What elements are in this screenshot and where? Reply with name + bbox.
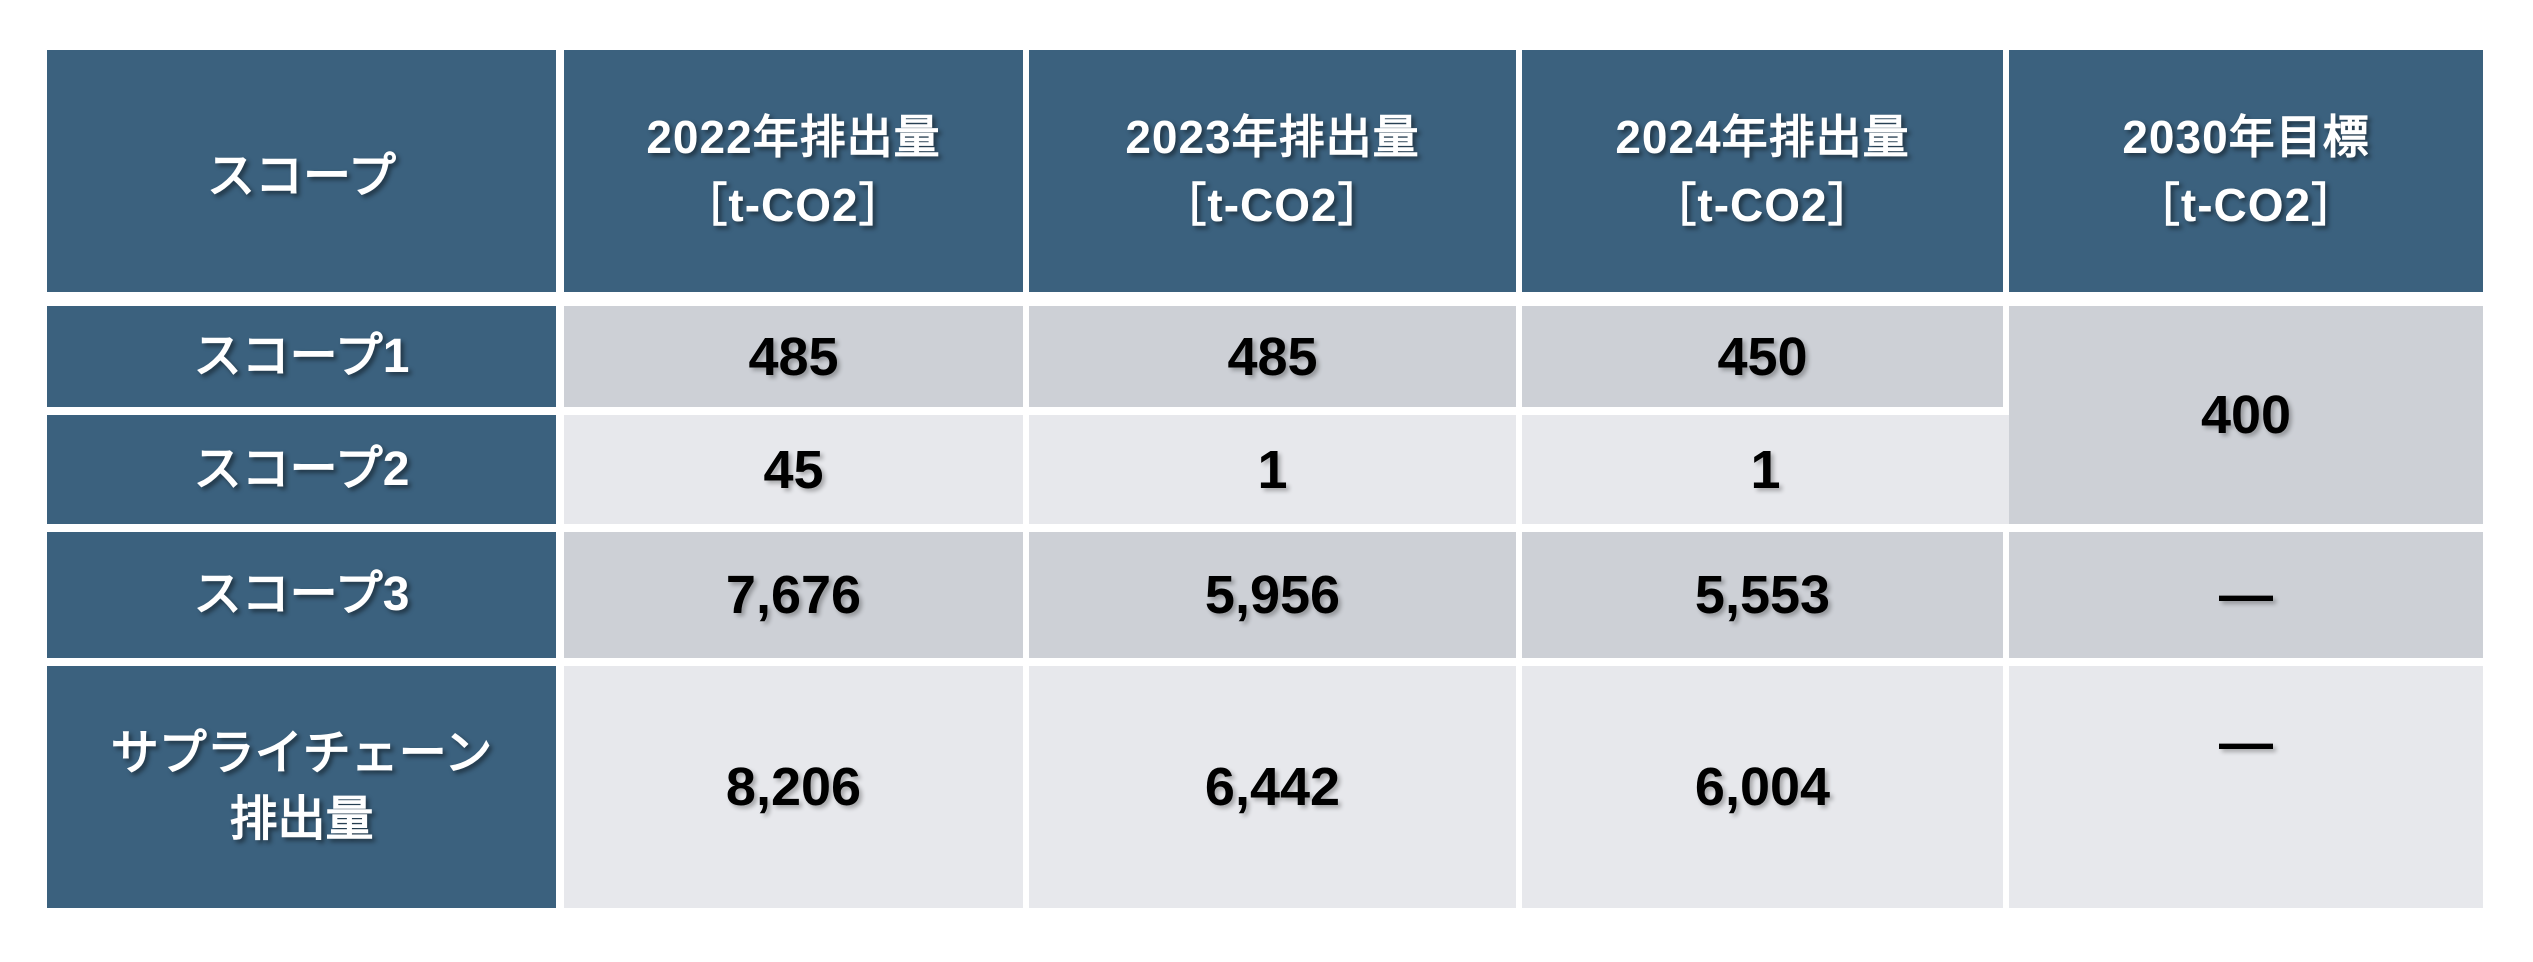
cell-scope2-2023: 1	[1029, 415, 1522, 532]
header-2030-line1: 2030年目標	[2122, 111, 2370, 163]
header-2030-unit: ［t-CO2］	[2133, 179, 2359, 231]
cell-supply-chain-2024: 6,004	[1522, 666, 2009, 908]
header-row: スコープ 2022年排出量 ［t-CO2］ 2023年排出量 ［t-CO2］ 2…	[47, 50, 2483, 306]
row-label-supply-chain: サプライチェーン 排出量	[47, 666, 564, 908]
header-2024-unit: ［t-CO2］	[1650, 179, 1875, 231]
cell-supply-chain-2022: 8,206	[564, 666, 1029, 908]
cell-target-scope1-2-merged: 400	[2009, 306, 2483, 532]
header-2024-line1: 2024年排出量	[1615, 111, 1910, 163]
cell-supply-chain-2023: 6,442	[1029, 666, 1522, 908]
cell-scope1-2024: 450	[1522, 306, 2009, 415]
cell-scope1-2022: 485	[564, 306, 1029, 415]
supply-chain-label-line1: サプライチェーン	[110, 727, 493, 780]
header-scope-label: スコープ	[206, 150, 397, 203]
row-label-scope2: スコープ2	[47, 415, 564, 532]
header-cell-scope: スコープ	[47, 50, 564, 306]
header-cell-2030-target: 2030年目標 ［t-CO2］	[2009, 50, 2483, 306]
cell-scope2-2024: 1	[1522, 415, 2009, 532]
table-row-supply-chain: サプライチェーン 排出量 8,206 6,442 6,004 —	[47, 666, 2483, 908]
table-row-scope2: スコープ2 45 1 1	[47, 415, 2483, 532]
cell-scope3-2022: 7,676	[564, 532, 1029, 666]
header-2023-line1: 2023年排出量	[1125, 111, 1420, 163]
table-row-scope3: スコープ3 7,676 5,956 5,553 —	[47, 532, 2483, 666]
cell-target-scope3-dash: —	[2009, 532, 2483, 666]
emissions-table: スコープ 2022年排出量 ［t-CO2］ 2023年排出量 ［t-CO2］ 2…	[47, 50, 2483, 908]
table-row-scope1: スコープ1 485 485 450 400	[47, 306, 2483, 532]
cell-scope2-2022: 45	[564, 415, 1029, 532]
header-cell-2022: 2022年排出量 ［t-CO2］	[564, 50, 1029, 306]
cell-scope1-2023: 485	[1029, 306, 1522, 415]
header-2022-unit: ［t-CO2］	[681, 179, 906, 231]
row-label-scope3: スコープ3	[47, 532, 564, 666]
cell-target-supply-chain-dash: —	[2009, 666, 2483, 908]
row-label-scope1: スコープ1	[47, 306, 564, 415]
cell-scope3-2023: 5,956	[1029, 532, 1522, 666]
header-cell-2024: 2024年排出量 ［t-CO2］	[1522, 50, 2009, 306]
header-2022-line1: 2022年排出量	[646, 111, 941, 163]
header-2023-unit: ［t-CO2］	[1160, 179, 1385, 231]
cell-scope3-2024: 5,553	[1522, 532, 2009, 666]
supply-chain-label-line2: 排出量	[229, 793, 374, 846]
header-cell-2023: 2023年排出量 ［t-CO2］	[1029, 50, 1522, 306]
